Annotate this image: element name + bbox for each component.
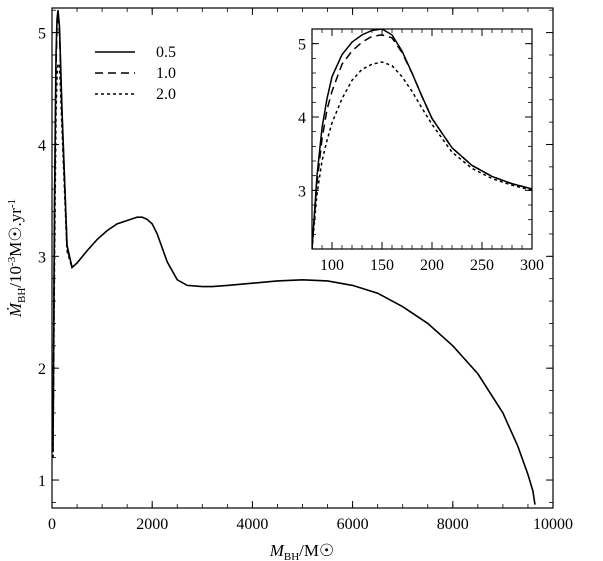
y-axis-label: ṀBH/10-3M☉.yr-1: [6, 199, 28, 318]
main-series-2-0: [52, 63, 73, 458]
inset-xtick-label: 200: [420, 257, 444, 274]
inset-ytick-label: 5: [298, 37, 306, 54]
legend-label: 1.0: [156, 65, 176, 82]
main-ytick-label: 5: [38, 26, 46, 43]
inset-ytick-label: 3: [298, 183, 306, 200]
inset-xtick-label: 300: [520, 257, 544, 274]
main-ytick-label: 3: [38, 249, 46, 266]
main-xtick-label: 2000: [136, 516, 168, 533]
legend-label: 0.5: [156, 44, 176, 61]
inset-xtick-label: 150: [370, 257, 394, 274]
main-xtick-label: 6000: [337, 516, 369, 533]
inset-series-0-5: [312, 29, 532, 249]
main-series-1-0: [52, 19, 73, 453]
inset-background: [312, 29, 532, 249]
main-ytick-label: 2: [38, 361, 46, 378]
legend-label: 2.0: [156, 86, 176, 103]
inset-xtick-label: 250: [470, 257, 494, 274]
main-xtick-label: 8000: [437, 516, 469, 533]
main-ytick-label: 4: [38, 137, 46, 154]
main-ytick-label: 1: [38, 473, 46, 490]
axis-labels: MBH/M☉ ṀBH/10-3M☉.yr-1: [6, 199, 334, 561]
x-axis-label: MBH/M☉: [269, 541, 335, 561]
inset-xtick-label: 100: [320, 257, 344, 274]
main-xtick-label: 4000: [236, 516, 268, 533]
main-xtick-label: 0: [48, 516, 56, 533]
inset-plot: 100 150 200 250 300 3 4 5: [298, 28, 544, 274]
inset-series-2-0: [312, 61, 532, 249]
inset-ytick-label: 4: [298, 110, 306, 127]
inset-series-1-0: [312, 34, 532, 249]
legend: 0.5 1.0 2.0: [95, 44, 176, 103]
main-xtick-label: 10000: [533, 516, 573, 533]
main-plot: 0 2000 4000 6000 8000 10000 1 2 3 4 5: [38, 7, 573, 533]
